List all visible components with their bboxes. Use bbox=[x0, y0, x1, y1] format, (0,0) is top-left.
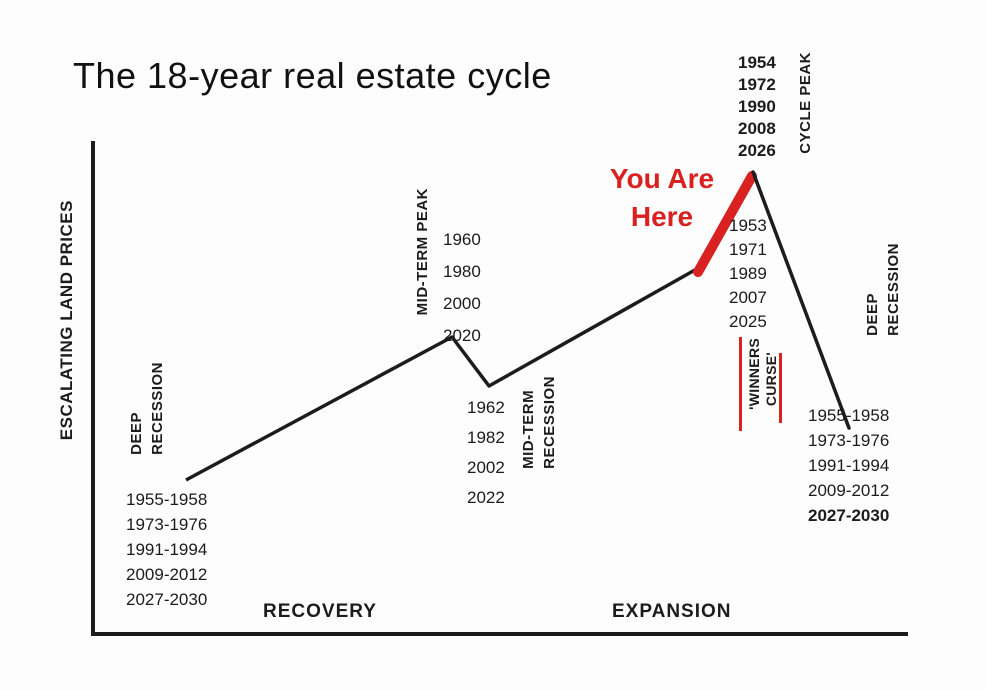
year-item: 2007 bbox=[729, 288, 767, 307]
cycle-peak-label: CYCLE PEAK bbox=[797, 52, 814, 154]
year-item: 2022 bbox=[467, 488, 505, 507]
year-item: 2027-2030 bbox=[126, 590, 208, 609]
year-item: 1953 bbox=[729, 216, 767, 235]
cycle-line-rising bbox=[185, 264, 703, 482]
you-are-here-line1: You Are bbox=[609, 163, 715, 194]
you-are-here-line2: Here bbox=[630, 201, 694, 232]
year-item: 1955-1958 bbox=[126, 490, 208, 509]
cycle-line-falling bbox=[751, 170, 851, 430]
you-are-here-label: You Are Here bbox=[588, 160, 736, 236]
mid-term-recession-label-line1: MID-TERM bbox=[520, 389, 537, 469]
year-item: 1991-1994 bbox=[808, 456, 890, 475]
year-item: 1954 bbox=[738, 53, 776, 72]
year-item: 1973-1976 bbox=[126, 515, 208, 534]
year-item: 2020 bbox=[443, 326, 481, 345]
post-peak-years: 1953 1971 1989 2007 2025 bbox=[729, 214, 767, 334]
year-item: 2008 bbox=[738, 119, 776, 138]
year-item: 1972 bbox=[738, 75, 776, 94]
year-item: 1991-1994 bbox=[126, 540, 208, 559]
winners-curse-underline-left bbox=[739, 337, 742, 431]
year-item: 1955-1958 bbox=[808, 406, 890, 425]
y-axis-label: ESCALATING LAND PRICES bbox=[57, 200, 76, 441]
winners-curse-underline-right bbox=[779, 353, 782, 423]
deep-recession-left-label-line2: RECESSION bbox=[149, 362, 166, 455]
year-item: 2009-2012 bbox=[808, 481, 890, 500]
mid-term-recession-label-line2: RECESSION bbox=[541, 376, 558, 469]
phase-label-expansion: EXPANSION bbox=[612, 601, 732, 622]
page-title: The 18-year real estate cycle bbox=[73, 55, 552, 96]
year-item: 1982 bbox=[467, 428, 505, 447]
year-item: 1971 bbox=[729, 240, 767, 259]
deep-recession-right-label-line1: DEEP bbox=[864, 293, 881, 336]
deep-recession-right-years: 1955-1958 1973-1976 1991-1994 2009-2012 … bbox=[808, 403, 889, 528]
deep-recession-right-label: DEEP RECESSION bbox=[862, 243, 904, 336]
deep-recession-left-label-line1: DEEP bbox=[128, 412, 145, 455]
year-item: 1980 bbox=[443, 262, 481, 281]
year-item: 1960 bbox=[443, 230, 481, 249]
year-item: 2026 bbox=[738, 141, 776, 160]
year-item: 2000 bbox=[443, 294, 481, 313]
axis-lines bbox=[91, 141, 908, 636]
year-item: 1990 bbox=[738, 97, 776, 116]
year-item: 2027-2030 bbox=[808, 506, 890, 525]
mid-term-recession-label: MID-TERM RECESSION bbox=[518, 376, 560, 469]
mid-term-recession-years: 1962 1982 2002 2022 bbox=[467, 393, 505, 513]
year-item: 2025 bbox=[729, 312, 767, 331]
cycle-peak-years: 1954 1972 1990 2008 2026 bbox=[738, 52, 776, 162]
year-item: 1973-1976 bbox=[808, 431, 890, 450]
phase-label-recovery: RECOVERY bbox=[263, 601, 377, 622]
mid-term-peak-label: MID-TERM PEAK bbox=[414, 188, 431, 316]
deep-recession-left-label: DEEP RECESSION bbox=[126, 362, 168, 455]
year-item: 2002 bbox=[467, 458, 505, 477]
you-are-here-segment bbox=[693, 171, 757, 277]
year-item: 1962 bbox=[467, 398, 505, 417]
deep-recession-left-years: 1955-1958 1973-1976 1991-1994 2009-2012 … bbox=[126, 487, 207, 612]
mid-term-peak-years: 1960 1980 2000 2020 bbox=[443, 224, 481, 352]
year-item: 1989 bbox=[729, 264, 767, 283]
deep-recession-right-label-line2: RECESSION bbox=[885, 243, 902, 336]
year-item: 2009-2012 bbox=[126, 565, 208, 584]
